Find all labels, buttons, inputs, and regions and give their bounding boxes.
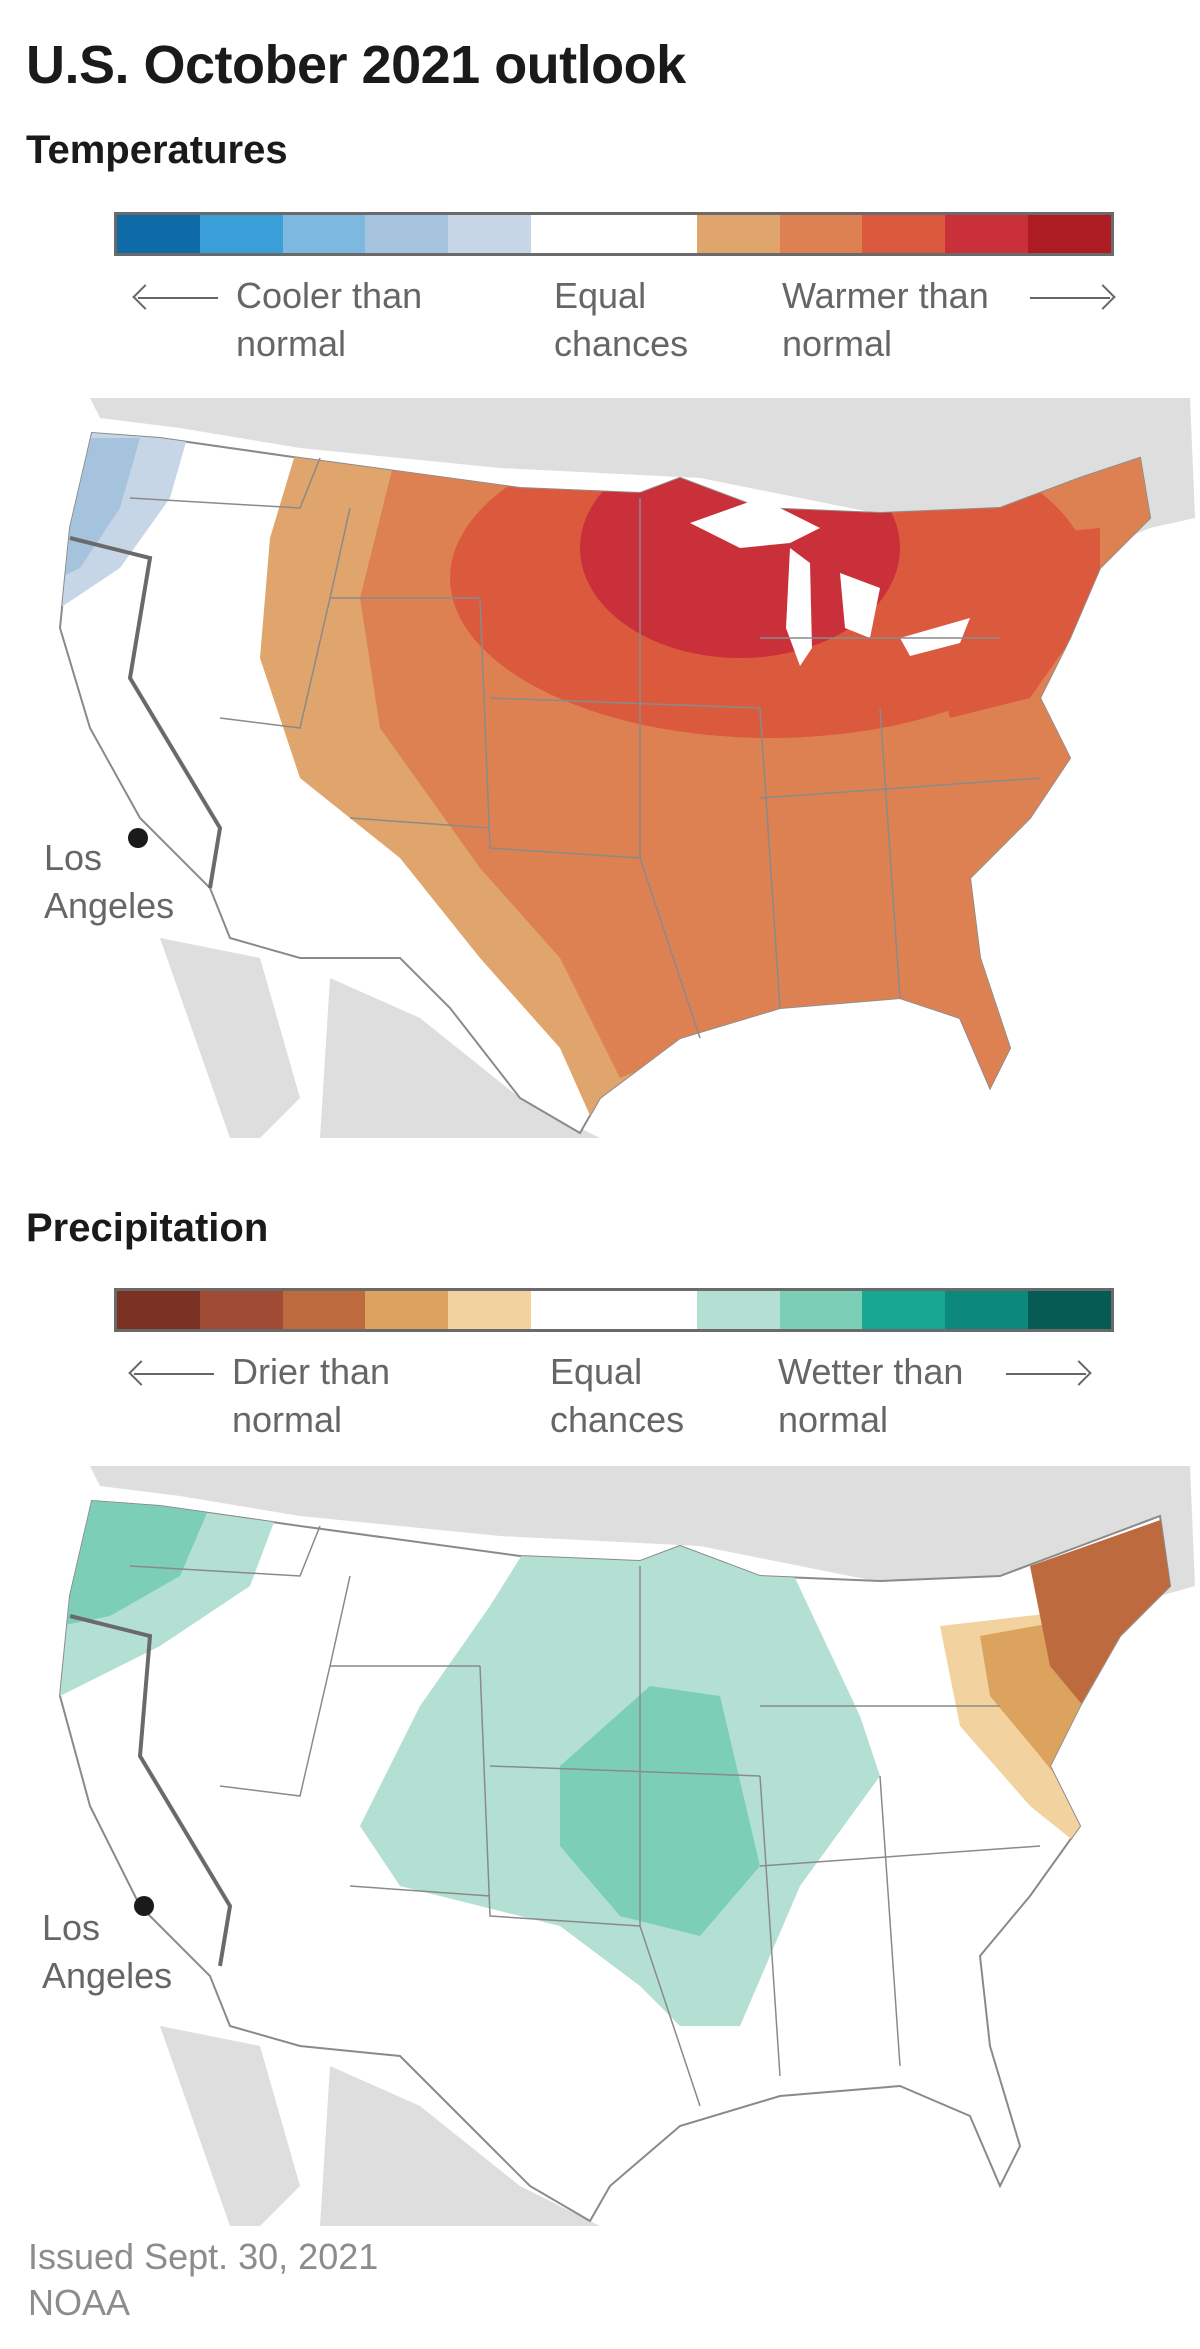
wetter-zone-northwest-medium [60, 1501, 210, 1626]
drier-arrow-icon [134, 1373, 214, 1375]
precipitation-legend-swatch-3 [282, 1291, 366, 1329]
temperature-legend-swatch-10 [945, 215, 1029, 253]
drier-label: Drier than normal [232, 1351, 391, 1440]
precipitation-legend-swatch-9 [862, 1291, 946, 1329]
baja-california-landmass [160, 938, 300, 1138]
temperature-legend-swatch-6 [531, 215, 697, 253]
temperature-legend-bar [114, 212, 1114, 256]
precipitation-legend-swatch-6 [531, 1291, 697, 1329]
temperature-legend-swatch-11 [1028, 215, 1111, 253]
temperature-legend-swatch-8 [779, 215, 863, 253]
lake-superior [690, 498, 820, 548]
precipitation-legend-swatch-8 [779, 1291, 863, 1329]
los-angeles-label-temperature: Los Angeles [44, 837, 175, 926]
precipitation-legend-swatch-11 [1028, 1291, 1111, 1329]
temperature-legend-swatch-4 [365, 215, 449, 253]
precipitation-heading: Precipitation [26, 1206, 269, 1250]
state-borders [129, 457, 1041, 1039]
precipitation-legend-swatch-7 [696, 1291, 780, 1329]
los-angeles-marker-icon-precip [134, 1896, 154, 1916]
temperature-legend-swatch-1 [117, 215, 200, 253]
lake-huron [840, 573, 880, 638]
precipitation-outlook-map [58, 1466, 1195, 2226]
page-title: U.S. October 2021 outlook [26, 35, 686, 95]
issued-date: Issued Sept. 30, 2021 [28, 2236, 379, 2277]
temperature-legend-swatch-9 [862, 215, 946, 253]
temperature-outlook-map [58, 398, 1195, 1138]
precipitation-legend-swatch-2 [199, 1291, 283, 1329]
temperature-legend-swatch-5 [448, 215, 532, 253]
los-angeles-label-precipitation: Los Angeles [42, 1907, 173, 1996]
wetter-arrow-icon [1006, 1373, 1086, 1375]
precipitation-legend-swatch-10 [945, 1291, 1029, 1329]
cooler-label: Cooler than normal [236, 275, 423, 364]
equal-chances-label: Equal chances [554, 275, 689, 364]
equal-chances-label-precip: Equal chances [550, 1351, 685, 1440]
wetter-label: Wetter than normal [778, 1351, 964, 1440]
california-border [69, 536, 223, 889]
wetter-zone-central-medium [560, 1686, 760, 1936]
los-angeles-marker-icon [128, 828, 148, 848]
precipitation-legend-swatch-4 [365, 1291, 449, 1329]
baja-california-landmass-precip [160, 2026, 300, 2226]
source-credit: NOAA [28, 2282, 131, 2323]
lake-michigan [786, 548, 812, 666]
state-borders-precip [129, 1525, 1041, 2107]
temperature-legend-swatch-7 [696, 215, 780, 253]
warmer-zone-strong-northeast [930, 528, 1100, 718]
mexico-landmass-precip [320, 2066, 600, 2226]
temperature-legend-swatch-2 [199, 215, 283, 253]
temperature-legend-swatch-3 [282, 215, 366, 253]
warmer-arrow-icon [1030, 297, 1110, 299]
warmer-label: Warmer than normal [782, 275, 989, 364]
precipitation-legend-bar [114, 1288, 1114, 1332]
cooler-arrow-icon [138, 297, 218, 299]
temperature-heading: Temperatures [26, 128, 288, 172]
lake-erie [900, 618, 970, 656]
california-border-precip [69, 1614, 233, 1967]
mexico-landmass [320, 978, 600, 1138]
precipitation-legend-swatch-1 [117, 1291, 200, 1329]
precipitation-legend-swatch-5 [448, 1291, 532, 1329]
